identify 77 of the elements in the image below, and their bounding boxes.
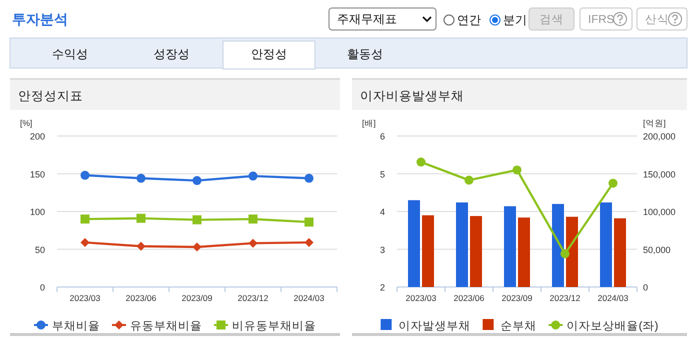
point: [136, 214, 146, 223]
text: 안정성: [251, 47, 287, 61]
text: 연간: [457, 13, 481, 27]
point: [304, 174, 314, 183]
text: 산식: [645, 14, 669, 26]
bar: [422, 215, 434, 287]
point: [80, 214, 90, 224]
text: 성장성: [154, 47, 190, 61]
point: [512, 165, 522, 174]
legend-label: 이자보상배율(좌): [566, 320, 658, 332]
y2-tick-label: 100,000: [643, 207, 676, 217]
y-tick-label: 50: [34, 244, 45, 255]
point: [304, 218, 314, 227]
y-tick-label: 2: [380, 282, 385, 292]
point: [80, 238, 90, 247]
x-tick-label: 2023/03: [70, 293, 101, 303]
bar: [600, 202, 612, 287]
chart-title: 이자비용발생부채: [360, 89, 464, 103]
x-tick-label: 2023/12: [238, 293, 269, 303]
bar: [470, 216, 482, 287]
bar: [518, 218, 530, 287]
point: [192, 215, 202, 224]
bar: [408, 200, 420, 287]
point: [304, 238, 314, 247]
point: [248, 172, 258, 181]
chart-title: 안정성지표: [18, 89, 83, 103]
y2-axis-title: [억원]: [643, 118, 666, 128]
text: 수익성: [52, 47, 88, 61]
y-axis-title: [배]: [362, 118, 376, 128]
point: [192, 176, 202, 186]
point: [464, 176, 474, 185]
bar: [552, 204, 564, 287]
text: 투자분석: [12, 11, 68, 27]
point: [136, 242, 146, 251]
y-tick-label: 0: [40, 282, 45, 292]
text: 검색: [540, 14, 564, 26]
x-tick-label: 2023/06: [126, 293, 157, 303]
point: [136, 174, 146, 183]
y-tick-label: 3: [380, 244, 385, 255]
text: 활동성: [347, 47, 383, 61]
y-tick-label: 100: [30, 207, 45, 217]
x-tick-label: 2023/03: [406, 293, 437, 303]
point: [248, 238, 258, 248]
y2-tick-label: 150,000: [643, 169, 676, 180]
x-tick-label: 2023/09: [502, 293, 533, 303]
y-tick-label: 6: [380, 132, 385, 142]
point: [192, 242, 202, 252]
y2-tick-label: 50,000: [643, 244, 671, 255]
x-tick-label: 2023/09: [182, 293, 213, 303]
point: [608, 178, 618, 188]
bar: [614, 218, 626, 287]
bar: [456, 202, 468, 287]
legend-label: 부채비율: [52, 320, 100, 332]
y2-tick-label: 0: [643, 282, 648, 292]
point: [560, 249, 570, 258]
y-axis-title: [%]: [20, 118, 32, 128]
text: 분기: [503, 13, 527, 27]
y-tick-label: 4: [380, 207, 385, 217]
legend-label: 유동부채비율: [130, 320, 202, 332]
y2-tick-label: 200,000: [643, 132, 676, 142]
x-tick-label: 2024/03: [598, 293, 629, 303]
bar: [504, 206, 516, 287]
x-tick-label: 2023/06: [454, 293, 485, 303]
legend-label: 이자발생부채: [398, 320, 471, 332]
legend-label: 순부채: [500, 320, 537, 332]
y-tick-label: 150: [30, 169, 45, 180]
legend-label: 비유동부채비율: [232, 320, 316, 332]
x-tick-label: 2024/03: [294, 293, 325, 303]
bar: [566, 216, 578, 287]
y-tick-label: 200: [30, 132, 45, 142]
y-tick-label: 5: [380, 169, 385, 180]
point: [80, 170, 90, 180]
text: IFRS: [588, 14, 615, 26]
point: [416, 158, 426, 167]
text: 주재무제표: [337, 12, 397, 26]
x-tick-label: 2023/12: [550, 293, 581, 303]
point: [248, 214, 258, 224]
